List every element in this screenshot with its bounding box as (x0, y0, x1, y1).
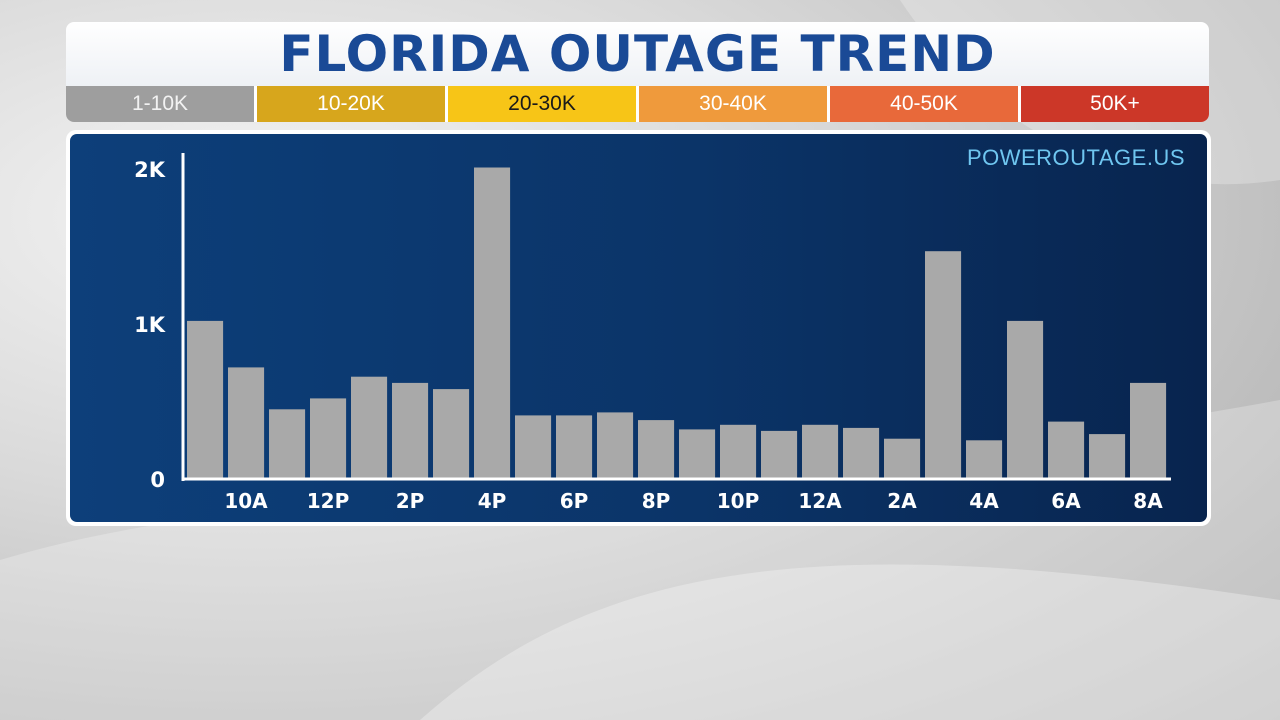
bar-7 (433, 389, 470, 479)
legend-item-10-20k: 10-20K (257, 86, 448, 122)
bar-17 (843, 427, 880, 479)
bar-13 (679, 429, 716, 479)
bar-24 (1130, 382, 1167, 479)
x-tick-label: 6P (560, 489, 589, 513)
bar-10 (556, 415, 593, 479)
x-tick-label: 4P (478, 489, 507, 513)
legend-item-50k: 50K+ (1021, 86, 1209, 122)
bar-11 (597, 412, 634, 479)
bar-19 (925, 251, 962, 479)
x-tick-label: 6A (1051, 489, 1081, 513)
bar-9 (515, 415, 552, 479)
bar-14 (720, 424, 757, 480)
y-tick-label: 0 (150, 468, 165, 492)
legend-item-40-50k: 40-50K (830, 86, 1021, 122)
x-tick-label: 2P (396, 489, 425, 513)
x-tick-label: 12P (307, 489, 350, 513)
y-tick-label: 1K (134, 313, 166, 337)
x-tick-label: 2A (887, 489, 917, 513)
legend-item-1-10k: 1-10K (66, 86, 257, 122)
color-legend: 1-10K 10-20K 20-30K 30-40K 40-50K 50K+ (66, 86, 1209, 122)
chart-panel: POWEROUTAGE.US 0 1K 2K 10A 12P 2P 4P 6P 8P 10P 12A… (66, 130, 1211, 526)
bar-12 (638, 420, 675, 479)
bar-15 (761, 430, 798, 479)
x-tick-label: 4A (969, 489, 999, 513)
x-tick-label: 10P (717, 489, 760, 513)
bar-18 (884, 438, 921, 479)
bar-2 (228, 367, 265, 479)
bar-21 (1007, 320, 1044, 479)
legend-item-30-40k: 30-40K (639, 86, 830, 122)
chart-title: FLORIDA OUTAGE TREND (279, 25, 996, 83)
bar-6 (392, 382, 429, 479)
bar-1 (187, 320, 224, 479)
bar-16 (802, 424, 839, 480)
bar-chart: 0 1K 2K 10A 12P 2P 4P 6P 8P 10P 12A 2A 4A 6A 8A (134, 153, 1171, 513)
x-tick-label: 8P (642, 489, 671, 513)
x-tick-label: 10A (224, 489, 268, 513)
bar-5 (351, 376, 388, 479)
bar-23 (1089, 434, 1126, 479)
source-label: POWEROUTAGE.US (966, 145, 1185, 170)
bar-8 (474, 167, 511, 479)
legend-item-20-30k: 20-30K (448, 86, 639, 122)
bar-20 (966, 440, 1003, 480)
bar-3 (269, 409, 306, 480)
chart-area: POWEROUTAGE.US 0 1K 2K 10A 12P 2P 4P 6P 8P 10P 12A… (70, 134, 1207, 522)
title-bar: FLORIDA OUTAGE TREND (66, 22, 1209, 86)
x-tick-label: 12A (798, 489, 842, 513)
bar-22 (1048, 421, 1085, 479)
bar-4 (310, 398, 347, 479)
x-tick-label: 8A (1133, 489, 1163, 513)
y-tick-label: 2K (134, 158, 166, 182)
